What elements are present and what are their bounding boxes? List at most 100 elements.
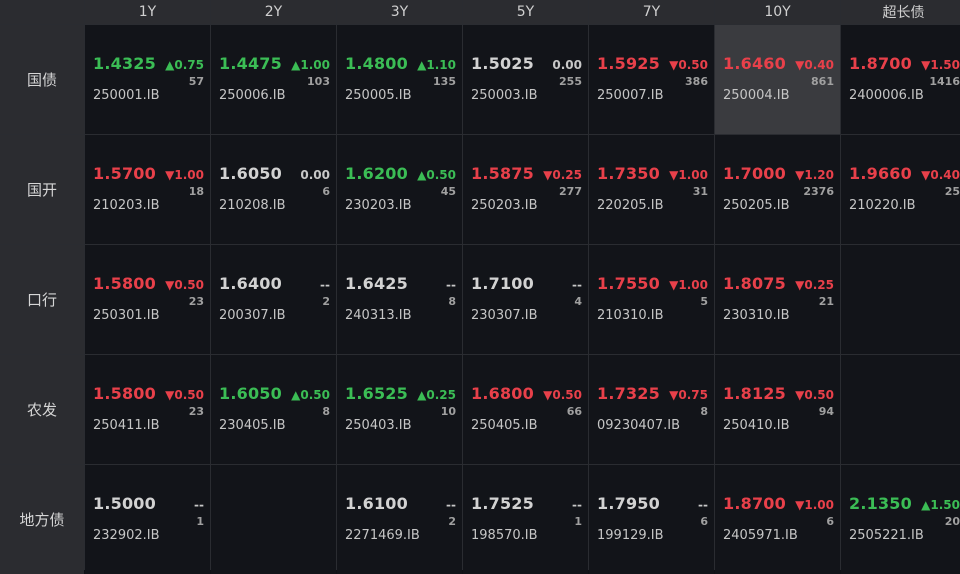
quote-cell[interactable]: 1.5800 ▼0.50 23 250411.IB	[85, 355, 210, 464]
trade-volume: 8	[700, 405, 708, 418]
quote-cell[interactable]: 1.5875 ▼0.25 277 250203.IB	[463, 135, 588, 244]
quote-cell[interactable]: 1.6400 -- 2 200307.IB	[211, 245, 336, 354]
row-header[interactable]: 国开	[0, 135, 84, 244]
yield-price: 1.5875	[471, 164, 534, 183]
quote-cell[interactable]: 1.6460 ▼0.40 861 250004.IB	[715, 25, 840, 134]
quote-cell[interactable]: 1.4475 ▲1.00 103 250006.IB	[211, 25, 336, 134]
quote-cell[interactable]: 1.7100 -- 4 230307.IB	[463, 245, 588, 354]
bond-code: 210208.IB	[219, 198, 286, 213]
quote-cell[interactable]: 1.7525 -- 1 198570.IB	[463, 465, 588, 574]
quote-cell[interactable]: 1.7350 ▼1.00 31 220205.IB	[589, 135, 714, 244]
yield-change: ▲0.50	[417, 168, 456, 182]
yield-price: 1.6050	[219, 384, 282, 403]
quote-cell[interactable]: 1.6100 -- 2 2271469.IB	[337, 465, 462, 574]
yield-price: 1.4800	[345, 54, 408, 73]
yield-price: 1.7350	[597, 164, 660, 183]
yield-price: 1.6200	[345, 164, 408, 183]
quote-cell[interactable]: 1.6525 ▲0.25 10 250403.IB	[337, 355, 462, 464]
quote-cell[interactable]: 1.8125 ▼0.50 94 250410.IB	[715, 355, 840, 464]
quote-cell[interactable]: 1.8700 ▼1.00 6 2405971.IB	[715, 465, 840, 574]
row-header[interactable]: 农发	[0, 355, 84, 464]
bond-code: 250004.IB	[723, 88, 790, 103]
col-header-7y[interactable]: 7Y	[589, 0, 714, 24]
quote-cell[interactable]: 1.5925 ▼0.50 386 250007.IB	[589, 25, 714, 134]
bond-code: 250005.IB	[345, 88, 412, 103]
trade-volume: 255	[559, 75, 582, 88]
yield-change: ▲0.75	[165, 58, 204, 72]
trade-volume: 277	[559, 185, 582, 198]
quote-cell[interactable]: 1.5800 ▼0.50 23 250301.IB	[85, 245, 210, 354]
quote-cell[interactable]: 1.8700 ▼1.50 1416 2400006.IB	[841, 25, 960, 134]
trade-volume: 1	[574, 515, 582, 528]
yield-price: 1.7525	[471, 494, 534, 513]
yield-change: ▼0.50	[669, 58, 708, 72]
yield-change: ▼0.50	[543, 388, 582, 402]
quote-cell[interactable]: 1.8075 ▼0.25 21 230310.IB	[715, 245, 840, 354]
yield-price: 1.6425	[345, 274, 408, 293]
row-header[interactable]: 地方债	[0, 465, 84, 574]
quote-cell[interactable]: 1.7550 ▼1.00 5 210310.IB	[589, 245, 714, 354]
bond-code: 250405.IB	[471, 418, 538, 433]
quote-cell[interactable]: 1.5025 0.00 255 250003.IB	[463, 25, 588, 134]
quote-cell[interactable]: 2.1350 ▲1.50 20 2505221.IB	[841, 465, 960, 574]
yield-price: 1.9660	[849, 164, 912, 183]
row-header[interactable]: 国债	[0, 25, 84, 134]
col-header-10y[interactable]: 10Y	[715, 0, 840, 24]
col-header-2y[interactable]: 2Y	[211, 0, 336, 24]
bond-code: 230307.IB	[471, 308, 538, 323]
trade-volume: 2376	[803, 185, 834, 198]
quote-cell[interactable]: 1.7950 -- 6 199129.IB	[589, 465, 714, 574]
bond-code: 232902.IB	[93, 528, 160, 543]
yield-price: 1.7000	[723, 164, 786, 183]
bond-code: 198570.IB	[471, 528, 538, 543]
quote-cell[interactable]: 1.6050 0.00 6 210208.IB	[211, 135, 336, 244]
bond-code: 2400006.IB	[849, 88, 924, 103]
empty-quote-cell	[841, 355, 960, 464]
yield-change: --	[446, 498, 456, 512]
bond-code: 2271469.IB	[345, 528, 420, 543]
yield-price: 1.5925	[597, 54, 660, 73]
trade-volume: 6	[700, 515, 708, 528]
trade-volume: 21	[818, 295, 834, 308]
trade-volume: 8	[448, 295, 456, 308]
yield-price: 1.8700	[849, 54, 912, 73]
col-header-1y[interactable]: 1Y	[85, 0, 210, 24]
yield-change: ▼0.40	[795, 58, 834, 72]
quote-cell[interactable]: 1.6200 ▲0.50 45 230203.IB	[337, 135, 462, 244]
row-header[interactable]: 口行	[0, 245, 84, 354]
yield-price: 1.4475	[219, 54, 282, 73]
trade-volume: 2	[322, 295, 330, 308]
yield-price: 1.7100	[471, 274, 534, 293]
col-header-ultra-long[interactable]: 超长债	[841, 0, 960, 24]
header-corner	[0, 0, 84, 24]
col-header-5y[interactable]: 5Y	[463, 0, 588, 24]
bond-code: 250003.IB	[471, 88, 538, 103]
quote-cell[interactable]: 1.5000 -- 1 232902.IB	[85, 465, 210, 574]
bond-code: 250410.IB	[723, 418, 790, 433]
bond-code: 240313.IB	[345, 308, 412, 323]
quote-cell[interactable]: 1.4800 ▲1.10 135 250005.IB	[337, 25, 462, 134]
quote-cell[interactable]: 1.5700 ▼1.00 18 210203.IB	[85, 135, 210, 244]
yield-price: 1.8125	[723, 384, 786, 403]
bond-code: 210220.IB	[849, 198, 916, 213]
yield-change: --	[320, 278, 330, 292]
quote-cell[interactable]: 1.6800 ▼0.50 66 250405.IB	[463, 355, 588, 464]
quote-cell[interactable]: 1.6425 -- 8 240313.IB	[337, 245, 462, 354]
bond-code: 230405.IB	[219, 418, 286, 433]
quote-cell[interactable]: 1.7325 ▼0.75 8 09230407.IB	[589, 355, 714, 464]
yield-price: 1.5025	[471, 54, 534, 73]
trade-volume: 1	[196, 515, 204, 528]
quote-cell[interactable]: 1.6050 ▲0.50 8 230405.IB	[211, 355, 336, 464]
quote-cell[interactable]: 1.7000 ▼1.20 2376 250205.IB	[715, 135, 840, 244]
yield-change: --	[446, 278, 456, 292]
yield-change: ▼1.20	[795, 168, 834, 182]
quote-cell[interactable]: 1.9660 ▼0.40 25 210220.IB	[841, 135, 960, 244]
trade-volume: 20	[944, 515, 960, 528]
quote-cell[interactable]: 1.4325 ▲0.75 57 250001.IB	[85, 25, 210, 134]
bond-code: 250411.IB	[93, 418, 160, 433]
bond-code: 250001.IB	[93, 88, 160, 103]
col-header-3y[interactable]: 3Y	[337, 0, 462, 24]
yield-change: ▲1.50	[921, 498, 960, 512]
yield-price: 1.6100	[345, 494, 408, 513]
bond-code: 250205.IB	[723, 198, 790, 213]
